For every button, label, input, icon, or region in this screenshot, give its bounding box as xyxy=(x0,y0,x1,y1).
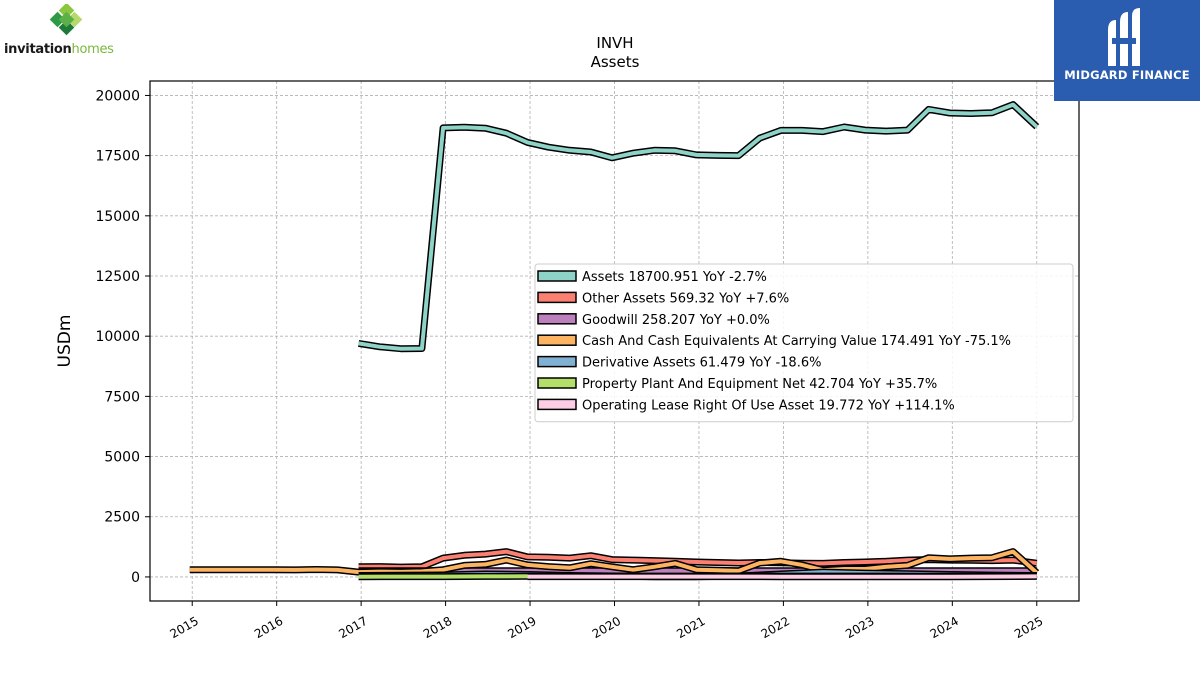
legend-label: Other Assets 569.32 YoY +7.6% xyxy=(582,291,789,306)
x-tick-label: 2025 xyxy=(1012,614,1045,641)
legend-label: Assets 18700.951 YoY -2.7% xyxy=(582,270,767,285)
legend-label: Goodwill 258.207 YoY +0.0% xyxy=(582,313,770,328)
x-tick-label: 2018 xyxy=(421,614,454,641)
legend-swatch xyxy=(537,291,577,304)
legend-label: Derivative Assets 61.479 YoY -18.6% xyxy=(582,356,821,371)
x-tick-label: 2015 xyxy=(168,614,201,641)
chart-title: INVH xyxy=(596,34,633,52)
y-ticks: 0 2500 5000 7500 10000 12500 15000 17500 20000 xyxy=(95,88,150,586)
x-tick-label: 2022 xyxy=(759,614,792,641)
series-line xyxy=(358,102,1039,351)
legend-label: Property Plant And Equipment Net 42.704 … xyxy=(582,377,937,392)
brand-left-light: homes xyxy=(71,42,114,57)
y-tick-label: 2500 xyxy=(104,510,140,526)
leaf-cluster-icon xyxy=(49,4,83,36)
brand-right-name: MIDGARD FINANCE xyxy=(1064,68,1190,82)
x-tick-label: 2021 xyxy=(674,614,707,641)
legend-swatch xyxy=(537,355,577,368)
x-tick-label: 2020 xyxy=(590,614,623,641)
invitation-homes-logo: invitationhomes xyxy=(4,4,134,62)
y-tick-label: 17500 xyxy=(95,149,140,165)
midgard-finance-logo: MIDGARD FINANCE xyxy=(1054,0,1200,101)
brand-left-bold: invitation xyxy=(4,42,72,57)
legend-swatch xyxy=(537,398,577,411)
series-line xyxy=(189,549,1039,575)
legend-swatch xyxy=(537,334,577,346)
legend-box xyxy=(534,263,1074,423)
legend-swatch xyxy=(537,313,577,325)
y-tick-label: 0 xyxy=(131,570,140,586)
y-axis-label: USDm xyxy=(55,315,75,368)
series-3 xyxy=(189,548,1040,576)
chart-subtitle: Assets xyxy=(591,53,640,71)
legend-swatch xyxy=(537,270,577,282)
x-tick-label: 2024 xyxy=(928,614,961,641)
x-tick-label: 2023 xyxy=(843,614,876,641)
legend-label: Operating Lease Right Of Use Asset 19.77… xyxy=(582,398,955,413)
legend: Assets 18700.951 YoY -2.7% Other Assets 5… xyxy=(534,263,1074,423)
y-tick-label: 10000 xyxy=(95,329,140,345)
y-tick-label: 7500 xyxy=(104,389,140,405)
y-tick-label: 15000 xyxy=(95,209,140,225)
x-tick-label: 2016 xyxy=(252,614,285,641)
x-tick-label: 2017 xyxy=(336,614,369,641)
midgard-mark-icon xyxy=(1108,8,1140,66)
legend-label: Cash And Cash Equivalents At Carrying Va… xyxy=(582,334,1011,349)
y-tick-label: 5000 xyxy=(104,450,140,466)
x-ticks: 2015 2016 2017 2018 2019 2020 2021 2022 2023 2024… xyxy=(168,601,1045,641)
series-0 xyxy=(358,101,1040,353)
series-layer xyxy=(189,101,1040,581)
y-tick-label: 12500 xyxy=(95,269,140,285)
y-tick-label: 20000 xyxy=(95,88,140,104)
legend-swatch xyxy=(537,377,577,389)
x-tick-label: 2019 xyxy=(505,614,538,641)
